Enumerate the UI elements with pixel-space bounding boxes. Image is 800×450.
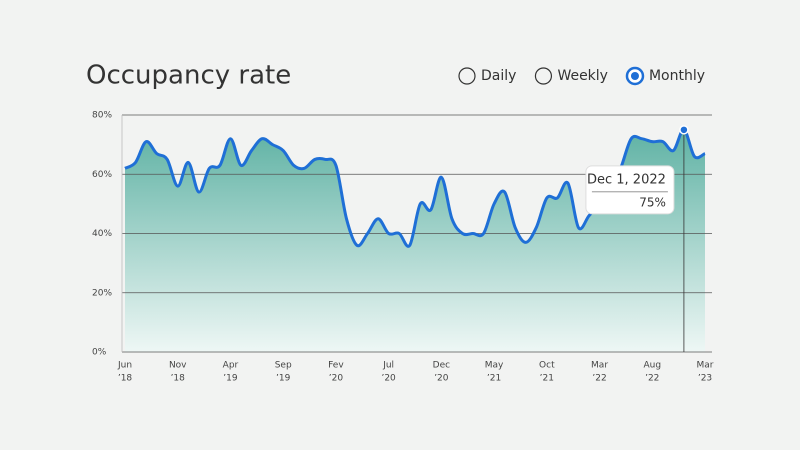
- y-tick-label: 0%: [92, 348, 107, 358]
- x-tick-label: ’18: [171, 374, 186, 384]
- y-tick-label: 20%: [92, 288, 112, 298]
- x-tick-label: Dec: [433, 361, 450, 371]
- y-tick-label: 80%: [92, 111, 112, 121]
- x-tick-label: Aug: [643, 361, 661, 371]
- radio-circle[interactable]: [458, 67, 476, 85]
- x-tick-label: Fev: [328, 361, 344, 371]
- x-tick-label: Oct: [539, 361, 555, 371]
- x-tick-label: Mar: [591, 361, 608, 371]
- x-tick-label: Jul: [382, 361, 394, 371]
- radio-label[interactable]: Daily: [481, 68, 516, 84]
- radio-label[interactable]: Monthly: [649, 68, 705, 84]
- radio-option[interactable]: Daily: [458, 67, 516, 85]
- x-tick-label: ’20: [381, 374, 396, 384]
- radio-label[interactable]: Weekly: [557, 68, 608, 84]
- tooltip-value: 75%: [639, 195, 666, 209]
- x-tick-label: Jun: [117, 361, 132, 371]
- x-tick-label: May: [485, 361, 504, 371]
- x-tick-label: Mar: [697, 361, 714, 371]
- y-tick-label: 60%: [92, 170, 112, 180]
- x-tick-label: ’18: [118, 374, 133, 384]
- radio-dot[interactable]: [630, 72, 639, 80]
- tooltip-title: Dec 1, 2022: [587, 172, 666, 187]
- x-tick-label: ’22: [645, 374, 659, 384]
- hover-point: [679, 125, 689, 135]
- y-tick-label: 40%: [92, 229, 112, 239]
- radio-option[interactable]: Monthly: [625, 66, 705, 86]
- x-tick-label: ’21: [487, 374, 501, 384]
- x-tick-label: ’22: [592, 374, 606, 384]
- x-tick-label: Nov: [169, 361, 187, 371]
- x-tick-label: ’20: [329, 374, 344, 384]
- x-tick-label: ’21: [540, 374, 554, 384]
- radio-circle[interactable]: [534, 67, 553, 85]
- x-tick-label: ’20: [434, 374, 449, 384]
- x-tick-label: ’23: [698, 374, 712, 384]
- tooltip-box: [585, 165, 675, 215]
- radio-option[interactable]: Weekly: [534, 67, 608, 85]
- x-tick-label: Apr: [223, 361, 239, 371]
- x-tick-label: ’19: [276, 374, 291, 384]
- area: [125, 129, 705, 352]
- x-tick-label: Sep: [275, 361, 292, 371]
- chart-title: Occupancy rate: [86, 61, 291, 91]
- x-tick-label: ’19: [223, 374, 238, 384]
